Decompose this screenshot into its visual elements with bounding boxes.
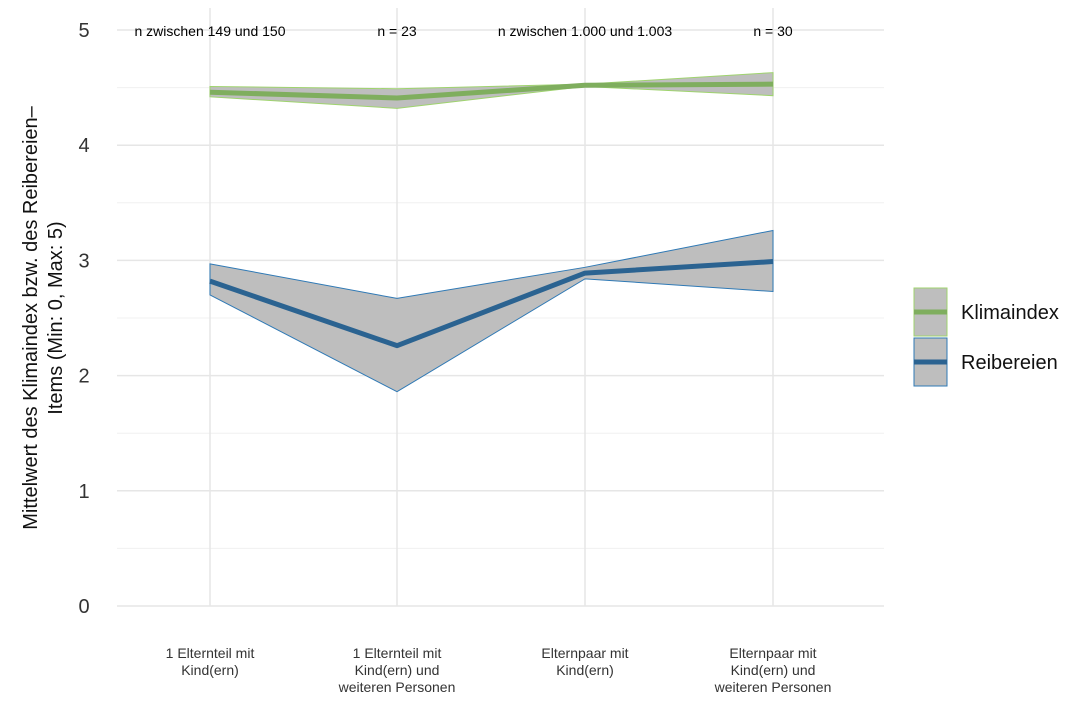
line-klimaindex xyxy=(209,81,774,101)
n-label: n = 30 xyxy=(753,23,793,39)
y-axis-label: Mittelwert des Klimaindex bzw. des Reibe… xyxy=(20,105,67,529)
legend-label-klimaindex: Klimaindex xyxy=(961,302,1059,324)
x-ticks: 1 Elternteil mit Kind(ern) 1 Elternteil mi… xyxy=(166,645,832,695)
y-axis-label-line-2: Items (Min: 0, Max: 5) xyxy=(45,221,67,414)
x-tick-label: Elternpaar mit Kind(ern) xyxy=(541,645,628,678)
x-tick-label: 1 Elternteil mit Kind(ern) und weiteren Pe… xyxy=(338,645,456,695)
n-label: n zwischen 149 und 150 xyxy=(135,23,286,39)
x-tick-label: Elternpaar mit Kind(ern) und weiteren Pers… xyxy=(714,645,832,695)
y-tick-label: 0 xyxy=(78,596,89,618)
n-labels: n zwischen 149 und 150 n = 23 n zwischen 1… xyxy=(135,23,793,39)
y-tick-label: 5 xyxy=(78,20,89,42)
legend-label-reibereien: Reibereien xyxy=(961,352,1058,374)
n-label: n = 23 xyxy=(377,23,417,39)
x-tick-label: 1 Elternteil mit Kind(ern) xyxy=(166,645,255,678)
n-label: n zwischen 1.000 und 1.003 xyxy=(498,23,673,39)
y-tick-label: 2 xyxy=(78,366,89,388)
confidence-bands xyxy=(209,72,774,393)
y-ticks: 0 1 2 3 4 5 xyxy=(78,20,89,618)
legend: Klimaindex Reibereien xyxy=(913,287,1059,387)
y-tick-label: 4 xyxy=(78,135,89,157)
line-reibereien xyxy=(209,259,774,349)
y-axis-label-line-1: Mittelwert des Klimaindex bzw. des Reibe… xyxy=(20,105,42,529)
y-tick-label: 3 xyxy=(78,250,89,272)
y-tick-label: 1 xyxy=(78,481,89,503)
series-lines xyxy=(209,81,774,349)
